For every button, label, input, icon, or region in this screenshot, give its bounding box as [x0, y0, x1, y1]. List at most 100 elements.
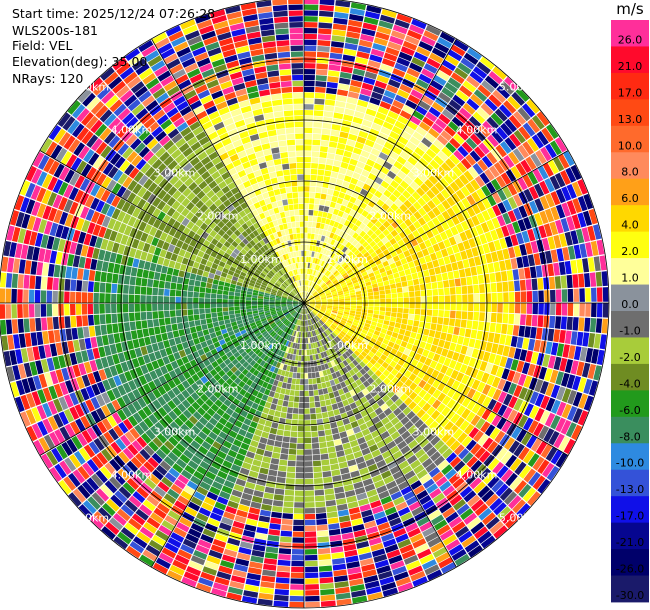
range-gate-cell	[304, 280, 307, 286]
range-gate-cell	[345, 102, 357, 111]
range-gate-cell	[446, 350, 455, 359]
range-gate-cell	[417, 217, 427, 226]
range-gate-cell	[486, 207, 497, 219]
range-gate-cell	[413, 320, 420, 327]
range-gate-cell	[334, 203, 342, 210]
range-gate-cell	[492, 388, 502, 401]
range-gate-cell	[496, 344, 505, 356]
range-gate-cell	[309, 298, 315, 301]
range-gate-cell	[312, 139, 321, 146]
range-gate-cell	[333, 112, 344, 120]
range-gate-cell	[148, 270, 155, 280]
range-gate-cell	[382, 369, 391, 377]
range-gate-cell	[311, 163, 319, 169]
range-gate-cell	[245, 300, 252, 303]
range-gate-cell	[191, 332, 199, 340]
range-gate-cell	[405, 255, 413, 263]
range-gate-cell	[534, 379, 544, 393]
range-gate-cell	[453, 149, 465, 162]
range-gate-cell	[234, 292, 241, 297]
range-gate-cell	[414, 308, 421, 315]
range-gate-cell	[262, 563, 277, 571]
range-gate-cell	[508, 396, 518, 409]
range-gate-cell	[304, 344, 307, 350]
range-gate-cell	[394, 198, 403, 208]
range-gate-cell	[317, 314, 322, 319]
range-gate-cell	[395, 350, 403, 359]
range-gate-cell	[366, 213, 374, 221]
range-gate-cell	[427, 351, 435, 360]
range-gate-cell	[372, 203, 381, 212]
range-gate-cell	[96, 335, 104, 347]
range-gate-cell	[390, 180, 400, 189]
range-gate-cell	[282, 507, 294, 514]
range-gate-cell	[382, 260, 390, 267]
range-gate-cell	[206, 282, 213, 289]
range-gate-cell	[335, 317, 341, 322]
range-gate-cell	[434, 96, 448, 108]
range-gate-cell	[456, 294, 462, 303]
range-gate-cell	[435, 346, 443, 355]
range-gate-cell	[306, 245, 310, 251]
range-gate-cell	[169, 303, 176, 311]
range-gate-cell	[105, 313, 112, 324]
range-gate-cell	[448, 279, 456, 288]
range-gate-cell	[555, 204, 566, 219]
range-gate-cell	[304, 57, 316, 63]
range-gate-cell	[167, 331, 174, 340]
range-gate-cell	[274, 488, 285, 495]
range-gate-cell	[277, 559, 291, 566]
range-gate-cell	[294, 496, 304, 502]
range-gate-cell	[217, 285, 224, 291]
range-gate-cell	[579, 288, 585, 302]
range-gate-cell	[454, 177, 465, 189]
range-gate-cell	[128, 285, 135, 295]
range-gate-cell	[417, 197, 427, 207]
range-gate-cell	[316, 377, 321, 384]
range-gate-cell	[263, 558, 278, 565]
range-gate-cell	[289, 595, 304, 602]
range-gate-cell	[373, 142, 383, 152]
range-gate-cell	[373, 269, 380, 276]
range-gate-cell	[492, 401, 503, 414]
range-gate-cell	[310, 180, 317, 187]
range-gate-cell	[281, 382, 287, 389]
range-gate-cell	[164, 310, 170, 318]
range-gate-cell	[261, 575, 276, 583]
range-gate-cell	[486, 411, 497, 424]
range-gate-cell	[307, 268, 310, 275]
range-gate-cell	[538, 425, 550, 440]
range-gate-cell	[305, 274, 307, 280]
range-gate-cell	[52, 304, 58, 317]
range-gate-cell	[429, 159, 440, 170]
range-gate-cell	[396, 57, 411, 67]
range-gate-cell	[487, 134, 499, 148]
range-gate-cell	[550, 384, 561, 399]
range-gate-cell	[338, 294, 344, 298]
range-gate-cell	[304, 221, 308, 227]
range-gate-cell	[315, 297, 321, 300]
range-gate-cell	[547, 159, 560, 175]
range-gate-cell	[325, 93, 337, 101]
range-gate-cell	[420, 35, 436, 47]
range-gate-cell	[319, 4, 334, 12]
range-gate-cell	[397, 307, 403, 313]
range-gate-cell	[320, 193, 327, 200]
range-gate-cell	[317, 542, 330, 549]
range-gate-cell	[364, 71, 378, 80]
range-gate-cell	[347, 91, 360, 99]
range-gate-cell	[94, 270, 102, 282]
range-gate-cell	[326, 309, 332, 312]
range-gate-cell	[595, 271, 603, 287]
range-gate-cell	[368, 303, 374, 307]
range-gate-cell	[517, 219, 527, 232]
range-gate-cell	[375, 248, 383, 255]
range-gate-cell	[257, 521, 270, 529]
range-gate-cell	[295, 355, 299, 361]
range-gate-cell	[317, 547, 331, 555]
range-gate-cell	[300, 367, 304, 373]
range-gate-cell	[448, 318, 456, 327]
range-gate-cell	[306, 286, 309, 292]
range-gate-cell	[391, 125, 403, 135]
range-gate-cell	[391, 220, 399, 229]
